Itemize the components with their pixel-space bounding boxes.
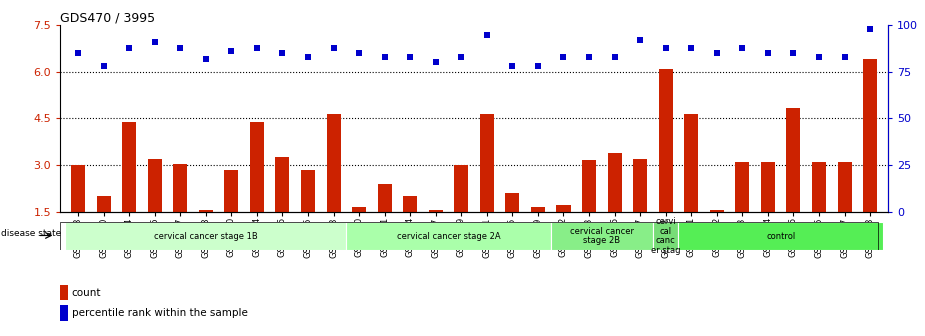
Bar [66, 222, 346, 250]
Bar [96, 196, 111, 212]
Point [760, 50, 775, 56]
Text: count: count [72, 288, 101, 298]
Text: cervical cancer
stage 2B: cervical cancer stage 2B [570, 227, 634, 245]
Bar [582, 160, 596, 212]
Text: GDS470 / 3995: GDS470 / 3995 [60, 11, 155, 24]
Bar [352, 207, 366, 212]
Point [837, 54, 852, 59]
Bar [812, 162, 826, 212]
Point [301, 54, 315, 59]
Point [402, 54, 417, 59]
Bar [684, 114, 698, 212]
Point [684, 45, 698, 50]
Bar [480, 114, 494, 212]
Bar [454, 165, 468, 212]
Bar [199, 210, 213, 212]
Point [198, 56, 213, 61]
Point [786, 50, 801, 56]
Bar [224, 170, 239, 212]
Bar [377, 184, 391, 212]
Text: disease state: disease state [1, 229, 61, 238]
Text: cervical cancer stage 2A: cervical cancer stage 2A [397, 232, 500, 241]
Bar [276, 157, 290, 212]
Bar [837, 162, 852, 212]
Bar [557, 206, 571, 212]
Bar [659, 69, 672, 212]
Text: cervi
cal
canc
er stag: cervi cal canc er stag [651, 217, 681, 255]
Point [122, 45, 137, 50]
Point [454, 54, 469, 59]
Point [607, 54, 622, 59]
Bar [531, 207, 545, 212]
Bar [709, 210, 724, 212]
Bar [173, 164, 187, 212]
Bar [786, 108, 800, 212]
Point [173, 45, 188, 50]
Point [96, 64, 111, 69]
Bar [60, 285, 68, 300]
Bar [346, 222, 550, 250]
Text: cervical cancer stage 1B: cervical cancer stage 1B [154, 232, 258, 241]
Point [582, 54, 597, 59]
Bar [301, 170, 315, 212]
Point [709, 50, 724, 56]
Point [479, 32, 494, 37]
Point [275, 50, 290, 56]
Bar [327, 114, 340, 212]
Point [811, 54, 826, 59]
Point [428, 60, 443, 65]
Point [352, 50, 366, 56]
Bar [633, 159, 648, 212]
Text: percentile rank within the sample: percentile rank within the sample [72, 308, 248, 318]
Point [633, 37, 648, 43]
Bar [148, 159, 162, 212]
Bar [608, 153, 622, 212]
Point [505, 64, 520, 69]
Point [659, 45, 673, 50]
Point [556, 54, 571, 59]
Bar [761, 162, 775, 212]
Bar [60, 305, 68, 321]
Bar [735, 162, 749, 212]
Bar [653, 222, 678, 250]
Bar [550, 222, 653, 250]
Text: control: control [766, 232, 796, 241]
Bar [678, 222, 882, 250]
Point [327, 45, 341, 50]
Point [863, 26, 878, 32]
Point [224, 49, 239, 54]
Point [70, 50, 85, 56]
Point [377, 54, 392, 59]
Bar [428, 210, 443, 212]
Bar [250, 122, 264, 212]
Bar [863, 59, 877, 212]
Bar [403, 196, 417, 212]
Bar [505, 193, 520, 212]
Point [250, 45, 265, 50]
Point [147, 39, 162, 45]
Bar [122, 122, 136, 212]
Point [531, 64, 546, 69]
Bar [71, 165, 85, 212]
Point [735, 45, 750, 50]
